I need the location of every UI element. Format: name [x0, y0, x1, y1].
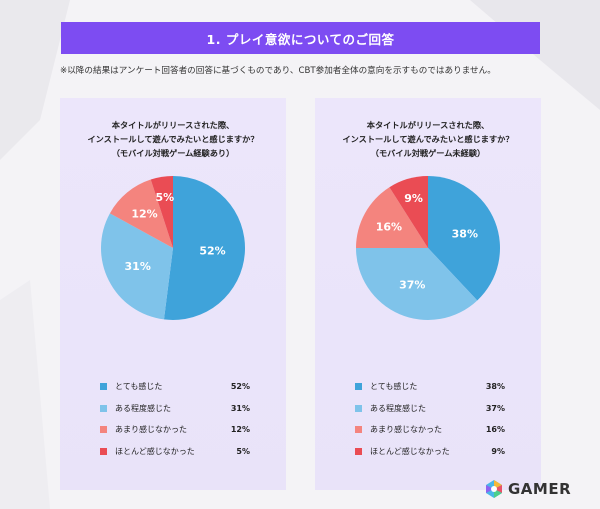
legend-swatch [355, 448, 362, 456]
slice-data-label: 52% [199, 244, 225, 257]
pie-slice-3 [109, 179, 173, 248]
pie-slice-1 [428, 176, 500, 301]
legend-label: ほとんど感じなかった [370, 447, 450, 457]
legend-label: あまり感じなかった [370, 425, 442, 435]
chart-question: 本タイトルがリリースされた際、 インストールして遊んでみたいと感じますか？ （モ… [60, 118, 286, 160]
gamer-logo-icon [486, 480, 502, 498]
chart-question: 本タイトルがリリースされた際、 インストールして遊んでみたいと感じますか？ （モ… [315, 118, 541, 160]
legend-label: とても感じた [115, 382, 163, 392]
slice-data-label: 38% [452, 227, 478, 240]
legend-swatch [355, 426, 362, 434]
pie-slice-4 [150, 176, 173, 248]
legend-item: とても感じた 38% [355, 376, 505, 398]
legend-swatch [355, 404, 362, 412]
legend-label: とても感じた [370, 382, 418, 392]
chart-legend: とても感じた 52% ある程度感じた 31% あまり感じなかった 12% ほとんど感じなかっ… [100, 376, 250, 462]
slice-data-label: 16% [376, 220, 402, 233]
question-line-1: 本タイトルがリリースされた際、 [111, 120, 235, 130]
legend-value: 12% [230, 425, 250, 435]
legend-label: ほとんど感じなかった [115, 447, 195, 457]
pie-slice-3 [356, 187, 428, 248]
question-line-2: インストールして遊んでみたいと感じますか？ [342, 134, 514, 144]
chart-panel-experienced: 本タイトルがリリースされた際、 インストールして遊んでみたいと感じますか？ （モ… [60, 98, 286, 490]
legend-value: 9% [491, 447, 505, 457]
legend-value: 37% [485, 403, 505, 413]
chart-legend: とても感じた 38% ある程度感じた 37% あまり感じなかった 16% ほとんど感じなかっ… [355, 376, 505, 462]
legend-value: 52% [230, 382, 250, 392]
gamer-logo-text: GAMER [508, 480, 572, 498]
legend-swatch [100, 426, 107, 434]
pie-slice-1 [163, 176, 245, 320]
legend-swatch [100, 404, 107, 412]
pie-slice-2 [100, 213, 173, 320]
legend-label: ある程度感じた [115, 403, 171, 413]
pie-slice-4 [389, 176, 428, 248]
legend-swatch [355, 383, 362, 391]
section-header: 1. プレイ意欲についてのご回答 [61, 22, 540, 54]
legend-item: ほとんど感じなかった 9% [355, 441, 505, 463]
legend-value: 5% [236, 447, 250, 457]
pie-chart: 52% 31% 12% 5% [100, 176, 245, 320]
legend-swatch [100, 448, 107, 456]
gamer-logo: GAMER [484, 478, 571, 500]
legend-value: 31% [230, 403, 250, 413]
slice-data-label: 9% [404, 192, 423, 205]
legend-value: 38% [485, 382, 505, 392]
legend-item: ある程度感じた 31% [100, 398, 250, 420]
section-title: 1. プレイ意欲についてのご回答 [206, 31, 395, 47]
question-line-3: （モバイル対戦ゲーム未経験） [370, 148, 486, 158]
legend-item: ある程度感じた 37% [355, 398, 505, 420]
legend-label: ある程度感じた [370, 403, 426, 413]
slice-data-label: 5% [156, 191, 175, 204]
question-line-1: 本タイトルがリリースされた際、 [366, 120, 490, 130]
legend-value: 16% [485, 425, 505, 435]
legend-item: ほとんど感じなかった 5% [100, 441, 250, 463]
pie-chart: 38% 37% 16% 9% [356, 176, 500, 320]
pie-slice-2 [356, 248, 478, 320]
question-line-2: インストールして遊んでみたいと感じますか？ [87, 134, 259, 144]
disclaimer-note: ※以降の結果はアンケート回答者の回答に基づくものであり、CBT参加者全体の意向を… [60, 66, 496, 76]
slice-data-label: 37% [399, 278, 425, 291]
question-line-3: （モバイル対戦ゲーム経験あり） [111, 148, 235, 158]
slice-data-label: 12% [131, 208, 157, 221]
chart-panel-inexperienced: 本タイトルがリリースされた際、 インストールして遊んでみたいと感じますか？ （モ… [315, 98, 541, 490]
legend-item: あまり感じなかった 16% [355, 419, 505, 441]
legend-item: とても感じた 52% [100, 376, 250, 398]
legend-label: あまり感じなかった [115, 425, 187, 435]
legend-item: あまり感じなかった 12% [100, 419, 250, 441]
slice-data-label: 31% [125, 260, 151, 273]
legend-swatch [100, 383, 107, 391]
